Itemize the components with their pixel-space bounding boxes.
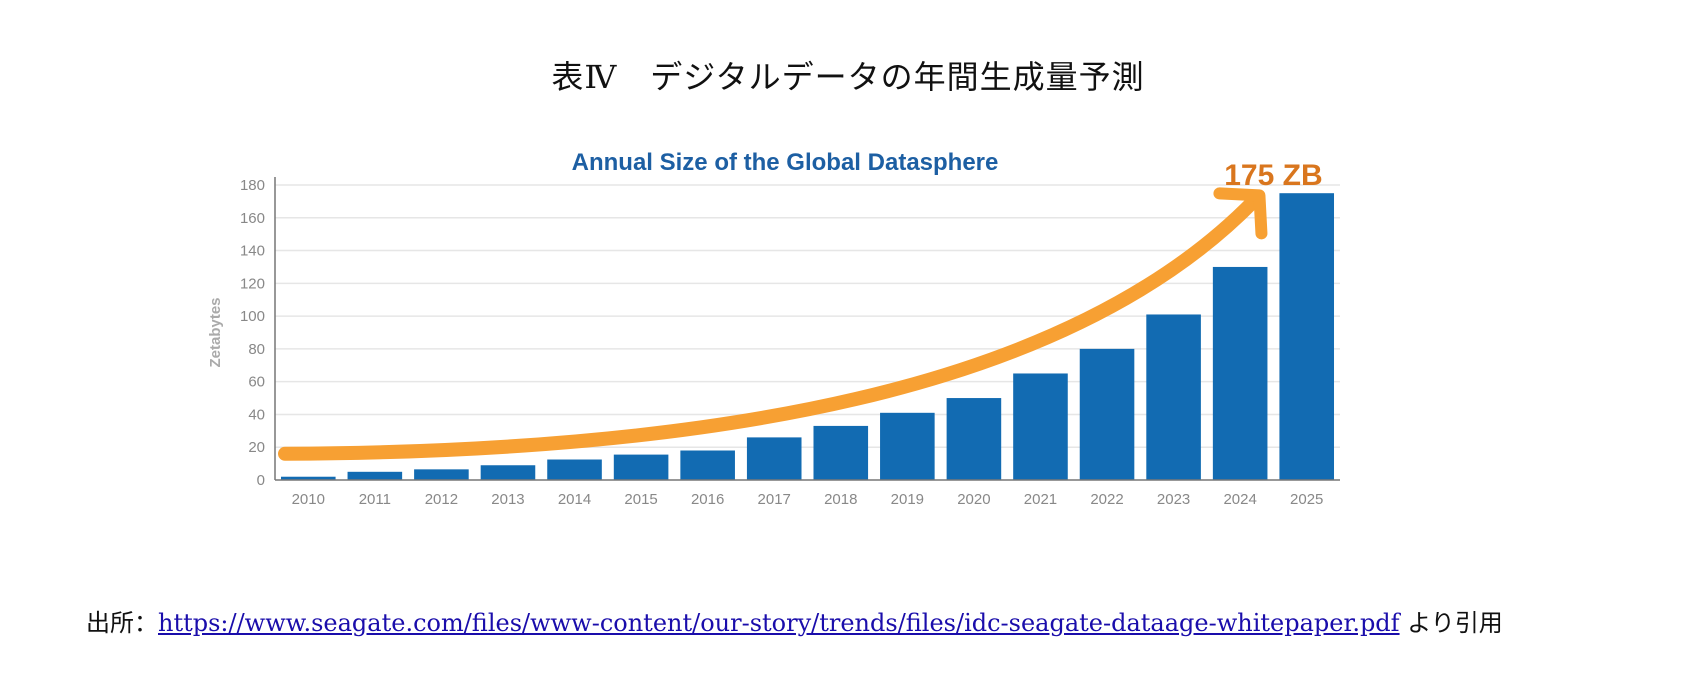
y-tick-label: 60 bbox=[248, 374, 265, 391]
y-tick-label: 120 bbox=[240, 275, 265, 292]
x-tick-labels: 2010 2011 2012 2013 2014 2015 2016 2017 2018 2019… bbox=[292, 491, 1324, 508]
y-tick-label: 180 bbox=[240, 177, 265, 194]
y-tick-label: 40 bbox=[248, 406, 265, 423]
bar-2014 bbox=[547, 459, 602, 480]
x-tick-label: 2012 bbox=[425, 491, 458, 508]
x-tick-label: 2020 bbox=[957, 491, 990, 508]
bar-2022 bbox=[1079, 348, 1135, 480]
y-tick-label: 20 bbox=[248, 439, 265, 456]
source-line: 出所：https://www.seagate.com/files/www-con… bbox=[86, 603, 1503, 638]
x-tick-label: 2015 bbox=[624, 491, 657, 508]
x-tick-label: 2016 bbox=[691, 491, 724, 508]
page-title: 表Ⅳ デジタルデータの年間生成量予測 bbox=[551, 58, 1145, 96]
bar-2025 bbox=[1279, 193, 1335, 480]
bar-2024 bbox=[1212, 266, 1268, 480]
bar-2019 bbox=[880, 412, 935, 480]
bar-2010 bbox=[280, 476, 336, 480]
bar-2020 bbox=[946, 398, 1002, 480]
x-tick-label: 2022 bbox=[1090, 491, 1123, 508]
bar-series bbox=[280, 193, 1335, 480]
x-tick-label: 2024 bbox=[1223, 491, 1256, 508]
bar-2012 bbox=[414, 469, 469, 480]
x-tick-label: 2025 bbox=[1290, 491, 1323, 508]
source-prefix: 出所： bbox=[86, 609, 158, 637]
bar-2011 bbox=[347, 471, 403, 480]
x-tick-label: 2019 bbox=[891, 491, 924, 508]
bar-2013 bbox=[480, 465, 536, 480]
bar-2023 bbox=[1146, 314, 1201, 480]
chart-svg: Annual Size of the Global Datasphere 0 20… bbox=[207, 150, 1340, 508]
y-tick-label: 140 bbox=[240, 243, 265, 260]
y-tick-label: 100 bbox=[240, 308, 265, 325]
x-tick-label: 2010 bbox=[292, 491, 325, 508]
x-tick-label: 2017 bbox=[758, 491, 791, 508]
y-axis-label: Zetabytes bbox=[207, 297, 224, 367]
grid-layer bbox=[275, 184, 1340, 448]
bar-2021 bbox=[1013, 373, 1068, 480]
bar-2015 bbox=[613, 454, 669, 480]
y-tick-label: 0 bbox=[257, 472, 265, 489]
annotation-175-zb: 175 ZB bbox=[1224, 159, 1322, 192]
source-suffix: より引用 bbox=[1399, 609, 1503, 637]
datasphere-chart: Annual Size of the Global Datasphere 0 20… bbox=[200, 150, 1500, 550]
x-tick-label: 2011 bbox=[359, 491, 391, 508]
x-tick-label: 2018 bbox=[824, 491, 857, 508]
bar-2017 bbox=[746, 437, 802, 480]
x-tick-label: 2013 bbox=[491, 491, 524, 508]
x-tick-label: 2021 bbox=[1024, 491, 1057, 508]
y-tick-label: 160 bbox=[240, 210, 265, 227]
chart-title: Annual Size of the Global Datasphere bbox=[572, 150, 999, 176]
x-tick-label: 2023 bbox=[1157, 491, 1190, 508]
growth-arrow bbox=[278, 194, 1261, 461]
y-tick-label: 80 bbox=[248, 341, 265, 358]
bar-2016 bbox=[680, 450, 735, 480]
x-tick-label: 2014 bbox=[558, 491, 591, 508]
bar-2018 bbox=[813, 425, 869, 480]
growth-arrow-head bbox=[1213, 187, 1268, 240]
source-link[interactable]: https://www.seagate.com/files/www-conten… bbox=[158, 609, 1400, 637]
y-tick-labels: 0 20 40 60 80 100 120 140 160 180 bbox=[240, 177, 265, 489]
